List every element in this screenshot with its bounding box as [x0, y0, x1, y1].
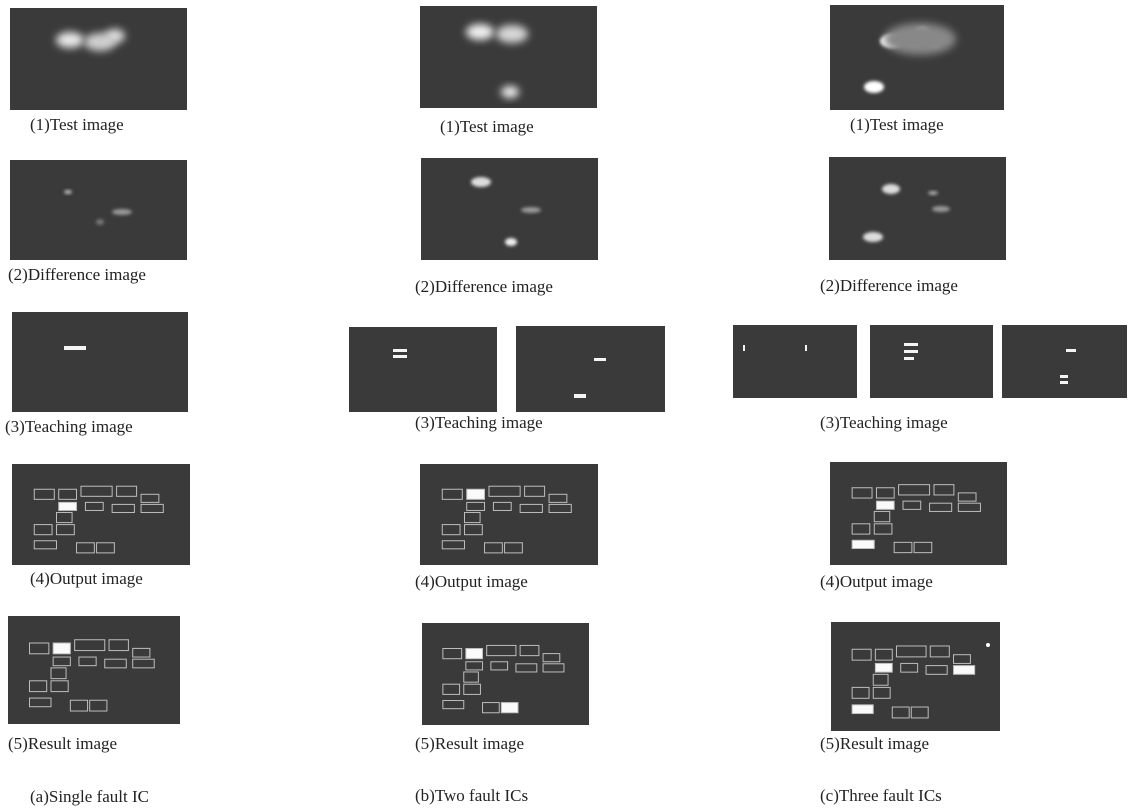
subfigure-label: (a)Single fault IC — [30, 787, 149, 806]
mark — [904, 350, 918, 353]
spot — [471, 177, 491, 187]
mark — [393, 349, 407, 352]
spot — [928, 191, 938, 195]
image — [10, 160, 187, 260]
image-background — [10, 160, 187, 260]
mark — [594, 358, 606, 361]
figure: (1)Test image (2)Difference image (3)Teach… — [0, 0, 1129, 811]
image — [1002, 325, 1127, 398]
image — [12, 312, 188, 412]
image-background — [12, 312, 188, 412]
image — [421, 158, 598, 260]
caption: (5)Result image — [8, 734, 117, 753]
fault-ic — [53, 643, 70, 654]
caption: (2)Difference image — [820, 276, 958, 295]
spot — [64, 190, 72, 194]
mark — [904, 343, 918, 346]
image — [831, 622, 1000, 731]
caption: (5)Result image — [415, 734, 524, 753]
image-background — [829, 157, 1006, 260]
spot — [986, 643, 990, 647]
caption: (4)Output image — [415, 572, 528, 591]
spot — [96, 219, 104, 225]
caption: (3)Teaching image — [415, 413, 543, 432]
image-background — [733, 325, 857, 398]
image-background — [516, 326, 665, 412]
spot — [505, 238, 517, 246]
spot — [864, 81, 884, 93]
caption: (3)Teaching image — [5, 417, 133, 436]
caption: (4)Output image — [820, 572, 933, 591]
fault-ic — [59, 502, 77, 510]
image — [733, 325, 857, 398]
caption: (3)Teaching image — [820, 413, 948, 432]
fault-ic — [876, 501, 894, 509]
spot — [56, 32, 84, 48]
spot — [932, 206, 950, 212]
image-background — [830, 462, 1007, 565]
spot — [112, 209, 132, 215]
image-background — [10, 8, 187, 110]
image — [420, 464, 598, 565]
image — [830, 462, 1007, 565]
image — [12, 464, 190, 565]
fault-ic — [875, 663, 892, 672]
mark — [1060, 375, 1068, 378]
image-background — [830, 5, 1004, 110]
mark — [393, 355, 407, 358]
image-background — [831, 622, 1000, 731]
image — [830, 5, 1004, 110]
image-background — [1002, 325, 1127, 398]
spot — [521, 207, 541, 213]
fault-ic — [852, 540, 874, 548]
caption: (4)Output image — [30, 569, 143, 588]
subfigure-label: (c)Three fault ICs — [820, 786, 942, 805]
fault-ic — [852, 705, 873, 714]
mark — [64, 346, 86, 350]
mark — [904, 357, 914, 360]
image — [349, 327, 497, 412]
image-background — [8, 616, 180, 724]
image — [8, 616, 180, 724]
spot — [466, 24, 494, 40]
mark — [743, 345, 745, 351]
caption: (1)Test image — [850, 115, 944, 134]
mark — [1066, 349, 1076, 352]
spot — [863, 232, 883, 242]
caption: (2)Difference image — [8, 265, 146, 284]
spot — [105, 29, 125, 43]
subfigure-label: (b)Two fault ICs — [415, 786, 528, 805]
caption: (1)Test image — [440, 117, 534, 136]
spot — [501, 86, 519, 98]
mark — [1060, 381, 1068, 384]
caption: (5)Result image — [820, 734, 929, 753]
mark — [805, 345, 807, 351]
image-background — [349, 327, 497, 412]
image — [516, 326, 665, 412]
fault-ic — [467, 489, 485, 499]
image-background — [420, 464, 598, 565]
spot — [882, 184, 900, 194]
image-background — [870, 325, 993, 398]
caption: (1)Test image — [30, 115, 124, 134]
image-background — [12, 464, 190, 565]
spot — [884, 23, 956, 55]
image — [422, 623, 589, 725]
image — [10, 8, 187, 110]
fault-ic — [501, 703, 518, 713]
caption: (2)Difference image — [415, 277, 553, 296]
spot — [496, 25, 528, 43]
image — [829, 157, 1006, 260]
mark — [574, 394, 586, 398]
image — [420, 6, 597, 108]
image — [870, 325, 993, 398]
fault-ic — [954, 666, 975, 675]
fault-ic — [466, 649, 483, 659]
